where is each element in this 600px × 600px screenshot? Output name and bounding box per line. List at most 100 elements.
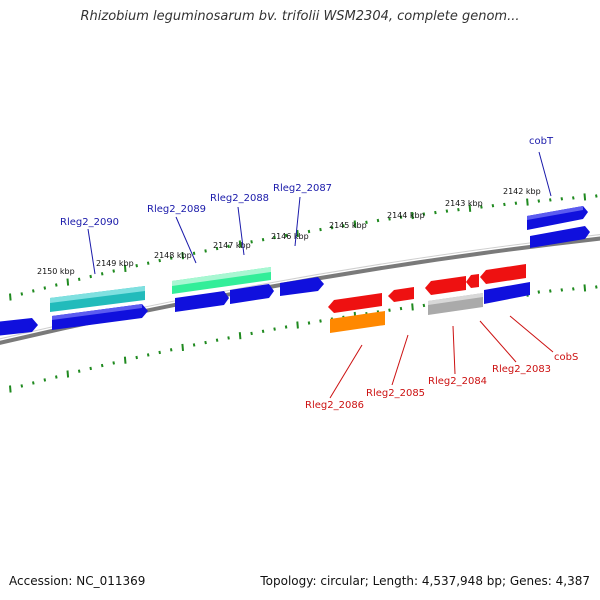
minor-tick	[146, 353, 150, 357]
gene-rleg2-2086[interactable]	[330, 311, 385, 333]
minor-tick	[261, 238, 265, 242]
topology-text: Topology: circular; Length: 4,537,948 bp…	[260, 574, 590, 588]
minor-tick	[204, 249, 207, 253]
tick-label-2143: 2143 kbp	[445, 199, 483, 208]
minor-tick	[169, 256, 173, 260]
gene-cobt[interactable]	[527, 206, 588, 230]
label-rleg2-2090[interactable]: Rleg2_2090	[60, 217, 119, 228]
gene-rleg2-2085[interactable]	[388, 287, 414, 302]
minor-tick	[169, 348, 173, 352]
minor-tick	[135, 264, 138, 268]
major-tick	[181, 252, 184, 260]
minor-tick	[192, 343, 196, 347]
minor-tick	[549, 289, 552, 293]
minor-tick	[273, 327, 276, 331]
gene-blue-left[interactable]	[0, 318, 38, 336]
major-tick	[583, 193, 587, 201]
minor-tick	[445, 209, 449, 213]
tick-label-2148: 2148 kbp	[154, 251, 192, 260]
major-tick	[296, 229, 299, 238]
gene-blue-f[interactable]	[484, 282, 530, 304]
major-tick	[66, 370, 70, 378]
minor-tick	[146, 261, 150, 265]
tick-label-2142: 2142 kbp	[503, 187, 541, 196]
gene-blue-c[interactable]	[230, 284, 274, 304]
accession-text: Accession: NC_011369	[9, 574, 146, 588]
minor-tick	[388, 217, 391, 221]
tick-labels: 2142 kbp 2143 kbp 2144 kbp 2145 kbp 2146…	[37, 187, 541, 276]
minor-tick	[112, 361, 115, 365]
major-tick	[583, 284, 587, 292]
minor-tick	[572, 287, 575, 291]
gene-rleg2-2084[interactable]	[425, 276, 466, 295]
minor-tick	[514, 201, 518, 205]
minor-tick	[77, 277, 81, 281]
minor-tick	[595, 285, 598, 289]
minor-tick	[422, 212, 426, 216]
minor-tick	[537, 199, 541, 203]
minor-tick	[399, 215, 403, 219]
minor-tick	[560, 288, 564, 292]
major-tick	[353, 220, 357, 228]
minor-tick	[330, 226, 334, 230]
tick-label-2146: 2146 kbp	[271, 232, 309, 241]
map-title: Rhizobium leguminosarum bv. trifolii WSM…	[80, 9, 520, 24]
major-tick	[238, 240, 242, 248]
minor-tick	[434, 210, 437, 215]
label-rleg2-2083[interactable]: Rleg2_2083	[492, 364, 551, 375]
gene-blue-b[interactable]	[175, 291, 229, 312]
gene-small-red[interactable]	[466, 274, 479, 288]
tick-label-2144: 2144 kbp	[387, 211, 425, 220]
minor-tick	[560, 197, 564, 201]
label-rleg2-2084[interactable]: Rleg2_2084	[428, 376, 487, 387]
minor-tick	[43, 286, 47, 290]
reverse-genes	[328, 264, 526, 333]
minor-tick	[158, 350, 161, 355]
major-tick	[411, 303, 414, 311]
minor-tick	[32, 381, 35, 385]
major-tick	[296, 321, 299, 329]
major-tick	[9, 293, 12, 301]
gene-blue-d[interactable]	[280, 277, 324, 296]
label-rleg2-2089[interactable]: Rleg2_2089	[147, 204, 206, 215]
reverse-gene-labels: cobS Rleg2_2083 Rleg2_2084 Rleg2_2085 Rl…	[305, 352, 578, 411]
minor-tick	[100, 272, 104, 276]
forward-label-lines	[87, 151, 552, 275]
minor-tick	[319, 227, 322, 232]
gene-rleg2-2083[interactable]	[480, 264, 526, 284]
minor-tick	[204, 340, 207, 345]
minor-tick	[77, 369, 81, 373]
label-rleg2-2088[interactable]: Rleg2_2088	[210, 193, 269, 204]
tick-label-2145: 2145 kbp	[329, 221, 367, 230]
minor-tick	[227, 336, 230, 340]
minor-tick	[20, 292, 24, 296]
label-cobt[interactable]: cobT	[529, 136, 554, 147]
minor-tick	[273, 235, 276, 240]
forward-gene-labels: cobT Rleg2_2087 Rleg2_2088 Rleg2_2089 Rl…	[60, 136, 554, 228]
tick-label-2147: 2147 kbp	[213, 241, 251, 250]
gene-blue-e[interactable]	[530, 226, 590, 248]
forward-genes	[0, 206, 590, 336]
tick-label-2150: 2150 kbp	[37, 267, 75, 276]
label-rleg2-2085[interactable]: Rleg2_2085	[366, 388, 425, 399]
minor-tick	[319, 319, 322, 323]
minor-tick	[307, 321, 311, 325]
minor-tick	[250, 331, 253, 336]
major-tick	[123, 264, 127, 272]
gene-blue-a[interactable]	[52, 304, 148, 330]
minor-tick	[158, 258, 161, 263]
major-tick	[468, 204, 472, 212]
minor-tick	[43, 378, 47, 382]
major-tick	[411, 212, 414, 220]
minor-tick	[342, 224, 345, 228]
minor-tick	[192, 251, 196, 255]
minor-tick	[89, 366, 92, 371]
minor-tick	[480, 205, 483, 209]
label-rleg2-2086[interactable]: Rleg2_2086	[305, 400, 364, 411]
major-tick	[123, 356, 127, 364]
label-cobs[interactable]: cobS	[554, 352, 578, 363]
label-rleg2-2087[interactable]: Rleg2_2087	[273, 183, 332, 194]
minor-tick	[376, 218, 380, 223]
minor-tick	[89, 274, 92, 279]
gene-rleg2-2086-red[interactable]	[328, 293, 382, 313]
